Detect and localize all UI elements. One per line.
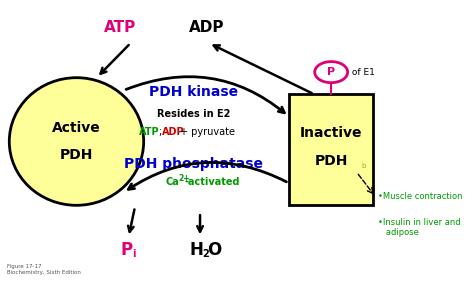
Text: •Muscle contraction: •Muscle contraction — [378, 192, 462, 201]
Text: PDH: PDH — [60, 148, 93, 162]
Text: -activated: -activated — [184, 177, 240, 187]
Text: 2+: 2+ — [178, 174, 190, 183]
Text: Inactive: Inactive — [300, 126, 363, 140]
Text: Ca: Ca — [165, 177, 179, 187]
Text: b: b — [362, 164, 366, 170]
Text: •Insulin in liver and
   adipose: •Insulin in liver and adipose — [378, 218, 460, 237]
Text: H: H — [190, 241, 203, 259]
Text: ;: ; — [158, 127, 161, 137]
Circle shape — [315, 62, 347, 83]
Text: Resides in E2: Resides in E2 — [157, 109, 230, 119]
Text: PDH: PDH — [314, 154, 348, 168]
Text: ADP: ADP — [189, 20, 224, 35]
Text: i: i — [132, 249, 136, 259]
Text: P: P — [120, 241, 132, 259]
Text: PDH phosphatase: PDH phosphatase — [124, 157, 263, 171]
Text: Active: Active — [52, 121, 101, 135]
Text: of E1: of E1 — [349, 68, 375, 77]
Text: + pyruvate: + pyruvate — [180, 127, 235, 137]
Ellipse shape — [9, 78, 144, 205]
Text: PDH kinase: PDH kinase — [149, 85, 238, 98]
Text: Figure 17-17
Biochemistry, Sixth Edition: Figure 17-17 Biochemistry, Sixth Edition — [7, 264, 81, 275]
Text: 2: 2 — [203, 249, 210, 259]
Text: P: P — [327, 67, 335, 77]
Text: ATP: ATP — [139, 127, 160, 137]
Bar — [289, 94, 374, 205]
Text: O: O — [208, 241, 222, 259]
Text: ADP: ADP — [162, 127, 184, 137]
Text: ATP: ATP — [104, 20, 136, 35]
